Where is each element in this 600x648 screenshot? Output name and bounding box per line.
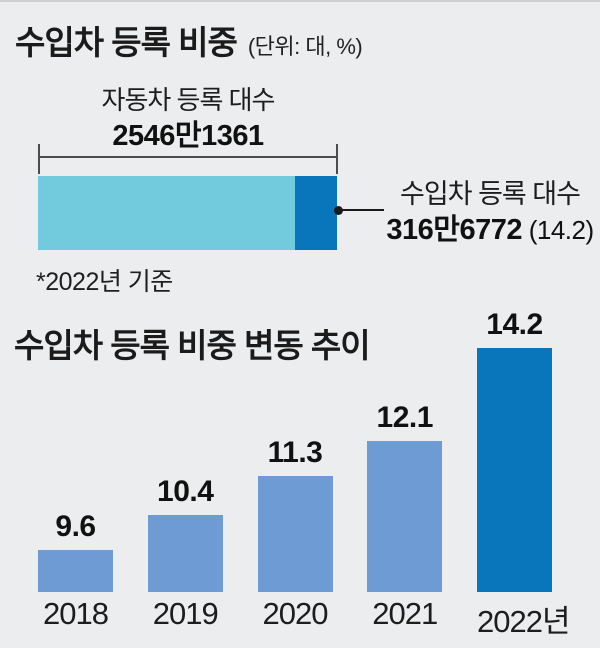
x-axis-label: 2022년	[477, 604, 570, 639]
bar-column-2021: 12.1	[367, 401, 443, 592]
bar	[147, 515, 223, 592]
imported-callout-value: 316만6772	[386, 214, 522, 246]
measure-bracket-tick-left	[38, 144, 40, 174]
bar	[257, 476, 333, 592]
trend-bar-chart: 9.6 10.4 11.3 12.1 14.2	[38, 302, 552, 592]
imported-callout-value-row: 316만6772 (14.2)	[384, 213, 596, 247]
x-axis-label: 2019	[152, 596, 219, 631]
x-axis-label: 2021	[372, 596, 438, 631]
bar	[477, 348, 552, 592]
page-title: 수입차 등록 비중	[15, 24, 238, 61]
imported-callout: 수입차 등록 대수 316만6772 (14.2)	[384, 178, 596, 247]
header: 수입차 등록 비중 (단위: 대, %)	[15, 16, 363, 64]
callout-dot	[334, 206, 343, 215]
stacked-bar-total-segment	[38, 176, 295, 250]
measure-bracket-tick-right	[336, 144, 338, 174]
stacked-bar-imported-segment	[294, 176, 337, 250]
bar-value-label: 14.2	[486, 308, 543, 341]
measure-bracket-line	[39, 156, 337, 158]
bar-value-label: 12.1	[376, 401, 434, 434]
x-axis-label: 2018	[43, 596, 109, 631]
bar-column-2020: 11.3	[257, 436, 333, 592]
imported-callout-percent: (14.2)	[528, 215, 594, 245]
stacked-bar	[38, 176, 337, 250]
trend-x-axis-labels: 2018 2019 2020 2021 2022년	[38, 596, 570, 641]
callout-connector-line	[341, 209, 384, 211]
x-axis-label: 2020	[262, 596, 329, 631]
bar-column-2018: 9.6	[38, 510, 113, 592]
bar-value-label: 11.3	[267, 436, 323, 469]
bar	[367, 441, 443, 592]
trend-chart-title: 수입차 등록 비중 변동 추이	[14, 327, 371, 364]
bar-column-2019: 10.4	[147, 475, 223, 592]
unit-note: (단위: 대, %)	[247, 34, 363, 59]
total-registrations-value: 2546만1361	[112, 120, 264, 152]
bar-value-label: 9.6	[55, 510, 96, 543]
total-registrations-label: 자동차 등록 대수	[101, 85, 276, 115]
bar-column-2022년: 14.2	[477, 308, 552, 592]
bar	[38, 550, 113, 592]
imported-callout-label: 수입차 등록 대수	[400, 179, 581, 209]
bar-value-label: 10.4	[157, 475, 214, 508]
footnote-as-of: *2022년 기준	[36, 268, 173, 296]
